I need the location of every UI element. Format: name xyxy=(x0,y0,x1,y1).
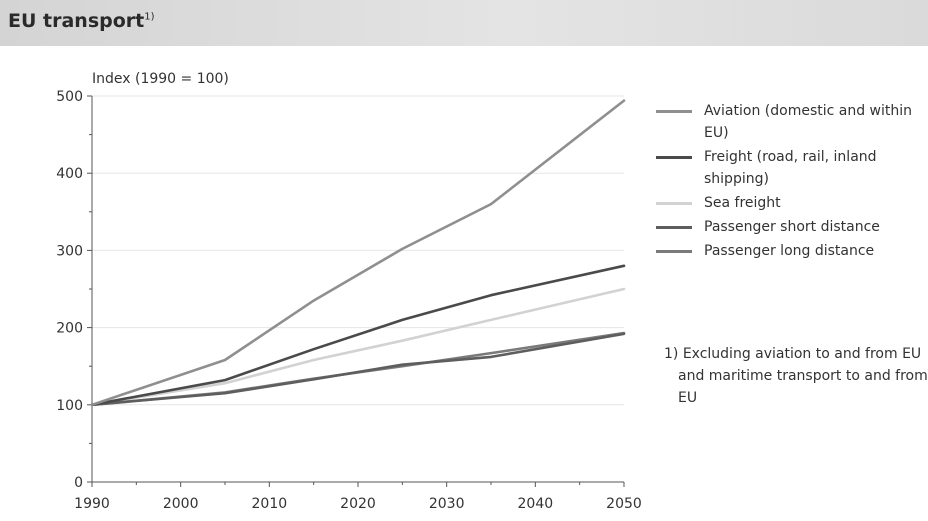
legend-label: Passenger long distance xyxy=(704,243,875,259)
legend-label: Aviation (domestic and within EU) xyxy=(704,103,913,141)
series-line-3 xyxy=(90,287,626,407)
x-tick-label-2050: 2050 xyxy=(606,496,642,512)
title-footnote-mark: 1) xyxy=(144,11,155,23)
legend-label: Sea freight xyxy=(704,195,781,211)
series-line-1 xyxy=(90,99,626,407)
legend-swatch xyxy=(656,226,692,229)
legend-swatch xyxy=(656,250,692,253)
y-tick-label-100: 100 xyxy=(56,398,83,414)
legend-item-5: Passenger long distance xyxy=(656,240,924,262)
series-line-4 xyxy=(90,332,626,407)
legend-item-1: Aviation (domestic and within EU) xyxy=(656,100,924,144)
x-tick-label-2040: 2040 xyxy=(518,496,554,512)
y-tick-label-0: 0 xyxy=(74,475,83,491)
footnote: 1) Excluding aviation to and from EU and… xyxy=(664,346,928,406)
y-tick-label-400: 400 xyxy=(56,166,83,182)
title-bar: EU transport1) xyxy=(0,0,928,46)
x-tick-label-2000: 2000 xyxy=(163,496,199,512)
x-tick-label-2010: 2010 xyxy=(252,496,288,512)
y-tick-label-300: 300 xyxy=(56,243,83,259)
series-line-5 xyxy=(90,331,626,407)
y-tick-label-500: 500 xyxy=(56,89,83,105)
chart-title: EU transport1) xyxy=(8,10,155,32)
x-tick-label-1990: 1990 xyxy=(74,496,110,512)
legend-label: Freight (road, rail, inland shipping) xyxy=(704,149,877,187)
x-tick-label-2020: 2020 xyxy=(340,496,376,512)
legend-swatch xyxy=(656,202,692,205)
x-tick-label-2030: 2030 xyxy=(429,496,465,512)
legend-item-2: Freight (road, rail, inland shipping) xyxy=(656,146,924,190)
legend-swatch xyxy=(656,156,692,159)
legend-item-4: Passenger short distance xyxy=(656,216,924,238)
legend-label: Passenger short distance xyxy=(704,219,880,235)
legend-item-3: Sea freight xyxy=(656,192,924,214)
chart-legend: Aviation (domestic and within EU) Freight… xyxy=(656,100,924,264)
y-axis-label: Index (1990 = 100) xyxy=(92,71,229,87)
legend-swatch xyxy=(656,110,692,113)
series-line-2 xyxy=(90,264,626,407)
y-tick-label-200: 200 xyxy=(56,321,83,337)
